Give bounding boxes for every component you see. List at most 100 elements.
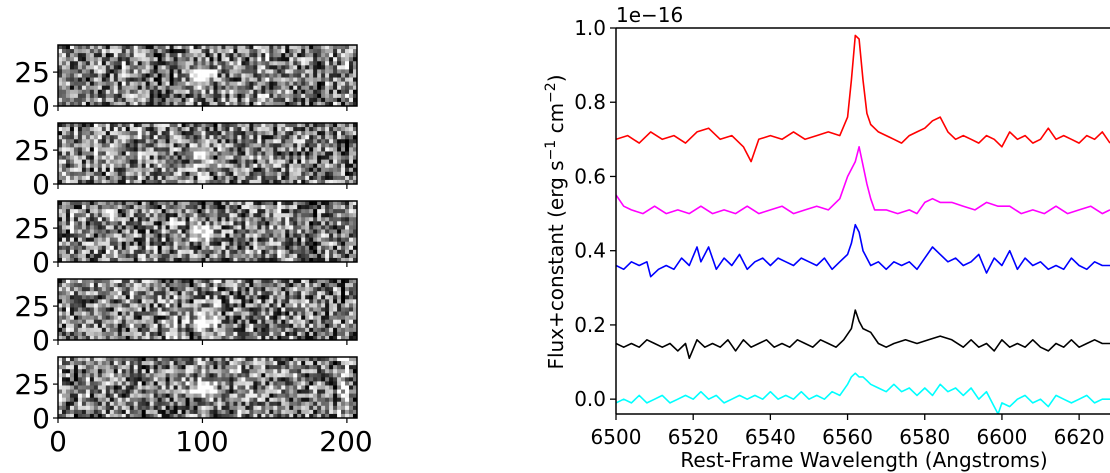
strip-pixel — [141, 135, 147, 140]
strip-pixel — [221, 127, 226, 132]
strip-pixel — [281, 53, 286, 58]
strip-pixel — [189, 85, 194, 91]
strip-pixel — [237, 179, 242, 185]
strip-pixel — [101, 77, 107, 82]
strip-pixel — [325, 279, 330, 284]
strip-pixel — [245, 327, 250, 333]
strip-pixel — [117, 151, 123, 156]
strip-pixel — [201, 45, 206, 50]
strip-pixel — [225, 303, 230, 308]
strip-pixel — [193, 167, 198, 173]
strip-pixel — [185, 327, 190, 333]
strip-pixel — [77, 213, 83, 218]
strip-pixel — [253, 123, 258, 128]
strip-pixel — [205, 213, 210, 218]
strip-pixel — [117, 241, 123, 247]
strip-pixel — [289, 131, 294, 136]
strip-pixel — [93, 319, 99, 325]
strip-pixel — [285, 93, 290, 99]
strip-pixel — [177, 159, 182, 164]
strip-pixel — [237, 89, 242, 95]
strip-pixel — [65, 131, 71, 136]
strip-pixel — [133, 53, 139, 58]
strip-pixel — [333, 257, 338, 263]
strip-pixel — [141, 143, 147, 148]
strip-pixel — [321, 147, 326, 152]
strip-pixel — [261, 213, 266, 218]
strip-pixel — [58, 175, 63, 181]
strip-pixel — [81, 175, 87, 181]
strip-pixel — [69, 397, 75, 403]
strip-pixel — [353, 159, 358, 164]
strip-pixel — [169, 409, 174, 415]
strip-pixel — [333, 229, 338, 234]
strip-pixel — [229, 287, 234, 292]
strip-pixel — [77, 413, 83, 419]
strip-pixel — [105, 303, 111, 308]
strip-pixel — [241, 229, 246, 234]
strip-pixel — [117, 327, 123, 333]
strip-pixel — [297, 77, 302, 82]
strip-pixel — [205, 307, 210, 312]
strip-pixel — [133, 335, 139, 341]
strip-pixel — [189, 179, 194, 185]
strip-pixel — [77, 287, 83, 292]
strip-pixel — [201, 237, 206, 242]
strip-pixel — [305, 287, 310, 292]
strip-pixel — [293, 303, 298, 308]
strip-pixel — [141, 237, 147, 242]
strip-pixel — [201, 139, 206, 144]
strip-pixel — [197, 53, 202, 58]
strip-pixel — [205, 311, 210, 316]
strip-pixel — [141, 85, 147, 91]
strip-pixel — [173, 283, 178, 288]
strip-pixel — [333, 201, 338, 206]
strip-pixel — [265, 295, 270, 300]
strip-pixel — [181, 393, 186, 398]
strip-pixel — [101, 81, 107, 86]
strip-pixel — [349, 249, 354, 255]
strip-pixel — [345, 155, 350, 160]
strip-pixel — [165, 323, 170, 329]
strip-pixel — [301, 49, 306, 54]
strip-pixel — [161, 167, 166, 173]
strip-pixel — [173, 385, 178, 390]
strip-pixel — [113, 323, 119, 329]
strip-pixel — [201, 315, 206, 320]
strip-pixel — [341, 147, 346, 152]
strip-pixel — [285, 225, 290, 230]
strip-pixel — [69, 217, 75, 222]
strip-pixel — [185, 241, 190, 247]
strip-pixel — [317, 307, 322, 312]
strip-pixel — [129, 139, 135, 144]
strip-pixel — [121, 69, 127, 74]
strip-pixel — [69, 319, 75, 325]
strip-pixel — [281, 307, 286, 312]
strip-pixel — [197, 283, 202, 288]
strip-pixel — [145, 361, 150, 366]
strip-pixel — [237, 53, 242, 58]
strip-pixel — [117, 147, 123, 152]
strip-pixel — [197, 287, 202, 292]
strip-pixel — [269, 131, 274, 136]
strip-pixel — [273, 127, 278, 132]
strip-pixel — [205, 279, 210, 284]
strip-pixel — [77, 221, 83, 226]
strip-pixel — [225, 279, 230, 284]
strip-pixel — [333, 315, 338, 320]
strip-pixel — [185, 163, 190, 169]
strip-pixel — [193, 217, 198, 222]
strip-pixel — [193, 131, 198, 136]
strip-pixel — [169, 123, 174, 128]
strip-pixel — [58, 159, 63, 164]
strip-pixel — [293, 241, 298, 247]
strip-pixel — [153, 323, 158, 329]
strip-pixel — [177, 237, 182, 242]
strip-pixel — [93, 381, 99, 386]
strip-pixel — [189, 249, 194, 255]
strip-pixel — [105, 229, 111, 234]
strip-pixel — [93, 213, 99, 218]
strip-pixel — [85, 389, 91, 394]
strip-pixel — [133, 127, 139, 132]
strip-pixel — [58, 311, 63, 316]
